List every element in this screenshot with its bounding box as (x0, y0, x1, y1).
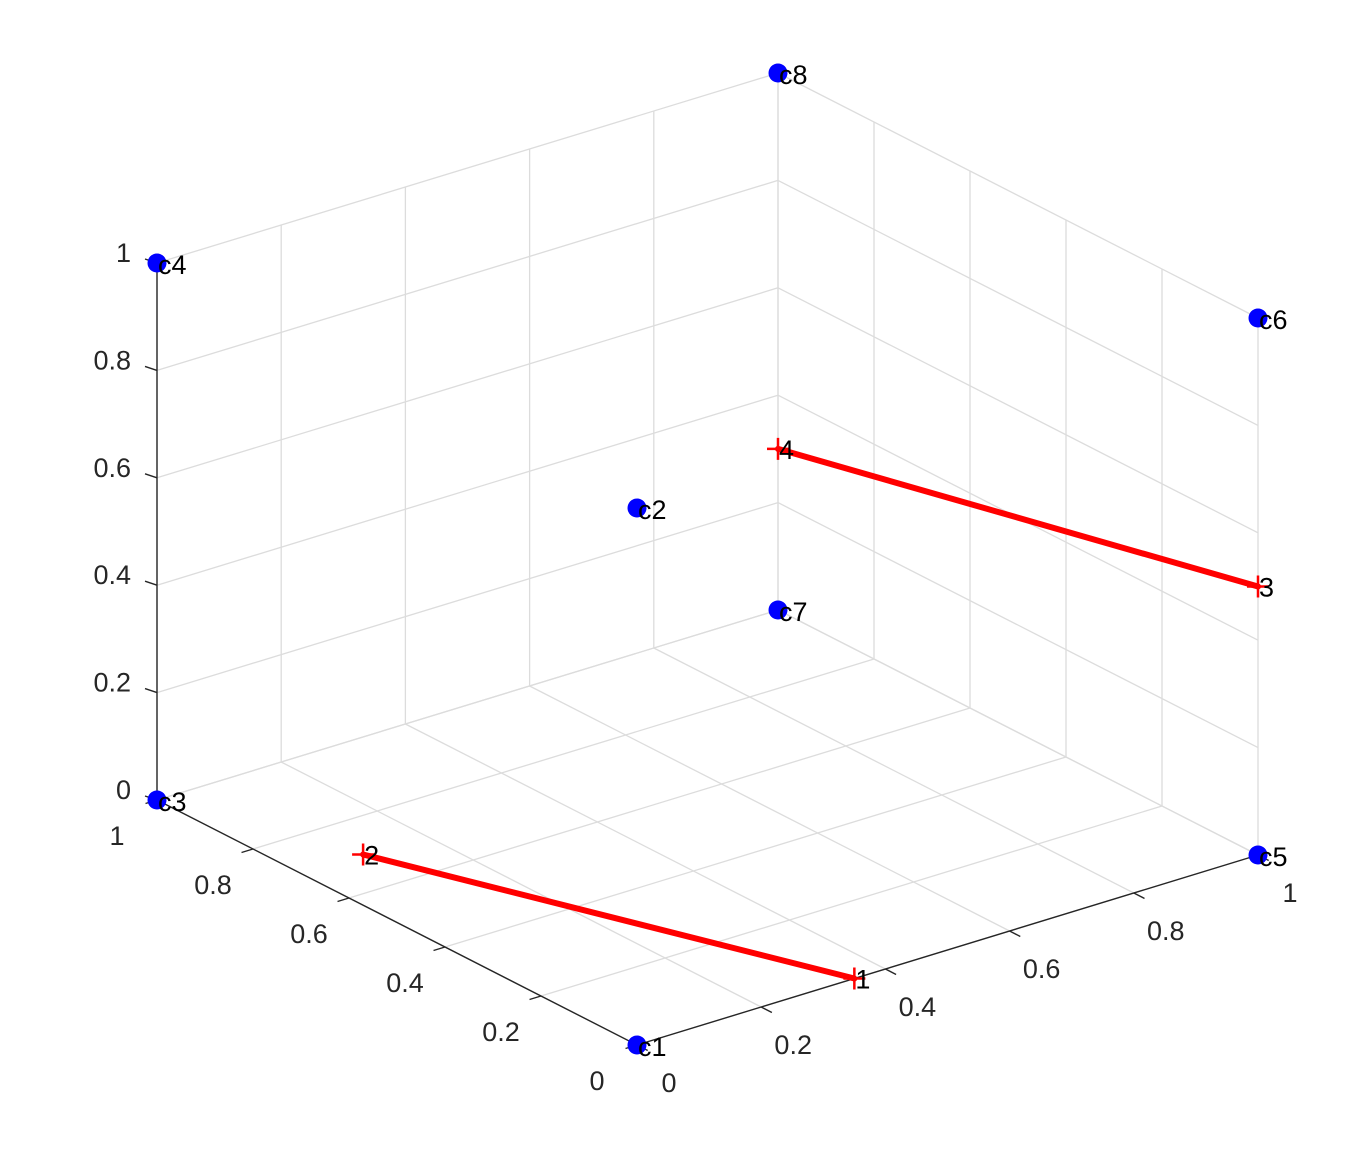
grid-line-wall-x-z (777, 502, 1259, 749)
corner-point (627, 1035, 647, 1055)
segment-line (775, 445, 1261, 590)
grid-line-wall-x-z (777, 287, 1259, 534)
segment-point-marker (352, 843, 375, 866)
segment-point-label: 4 (779, 435, 794, 465)
grid-lines (156, 72, 1259, 1046)
z-tick-label: 0.4 (93, 560, 131, 590)
x-tick-label: 0.4 (899, 992, 937, 1022)
grid-line-wall-x-z (777, 72, 1259, 319)
grid-line-floor-x (529, 685, 1010, 932)
y-tick-mark (337, 897, 350, 903)
x-tick-label: 0 (661, 1068, 676, 1098)
grid-line-wall-y-z (156, 179, 779, 372)
x-axis-line (636, 854, 1259, 1046)
z-tick-label: 0.6 (93, 453, 131, 483)
x-tick-mark (1009, 930, 1021, 938)
data-points: c1 c2 c3 c4 c5 c6 c7 c8 (147, 60, 1288, 1062)
grid-line-wall-y-z (156, 287, 779, 479)
segment-point-marker (1247, 575, 1269, 598)
grid-line-wall-y-z (156, 501, 779, 694)
segment-point-label: 2 (364, 841, 379, 871)
x-tick-mark (1133, 892, 1145, 900)
z-tick-mark (144, 365, 158, 372)
segment-line (360, 851, 858, 982)
y-tick-label: 0.4 (386, 968, 424, 998)
y-tick-mark (241, 848, 254, 854)
x-tick-label: 1 (1282, 878, 1297, 908)
x-tick-label: 0.6 (1023, 954, 1061, 984)
corner-point (147, 790, 167, 810)
z-tick-mark (144, 687, 158, 694)
segment-point-label: 3 (1259, 573, 1274, 603)
x-tick-mark (885, 968, 897, 976)
x-tick-label: 0.8 (1147, 916, 1185, 946)
y-tick-label: 0 (589, 1066, 604, 1096)
segment-point-label: 1 (855, 965, 870, 995)
y-tick-mark (433, 946, 446, 952)
grid-line-wall-y-z (156, 72, 779, 264)
y-tick-label: 1 (109, 821, 124, 851)
tick-labels: 0 0.2 0.4 0.6 0.8 1 0 0.2 0.4 0.6 0.8 1 0 0.2 0.4 0.6 0.… (93, 238, 1297, 1098)
grid-line-floor-x (280, 761, 762, 1008)
grid-line-wall-x-z (777, 179, 1259, 426)
corner-point (1248, 308, 1268, 328)
corner-label: c4 (158, 250, 187, 280)
grid-line-wall-y-z (156, 609, 779, 801)
axes (156, 263, 1259, 1046)
segment-point-marker (843, 967, 866, 990)
grid-line-wall-y-z (156, 394, 779, 586)
corner-label: c1 (638, 1032, 667, 1062)
z-tick-label: 0.2 (93, 668, 131, 698)
grid-line-floor-x (653, 647, 1135, 894)
y-tick-mark (529, 995, 542, 1001)
y-tick-label: 0.8 (194, 870, 232, 900)
grid-line-floor-y (540, 805, 1163, 997)
grid-line-floor-x (405, 723, 886, 970)
corner-label: c8 (779, 60, 808, 90)
corner-label: c7 (779, 597, 808, 627)
x-tick-label: 0.2 (774, 1030, 812, 1060)
corner-label: c5 (1259, 842, 1288, 872)
corner-label: c2 (638, 495, 667, 525)
y-tick-label: 0.2 (482, 1017, 520, 1047)
grid-line-floor-y (444, 756, 1067, 948)
z-tick-label: 0 (116, 775, 131, 805)
corner-point (147, 253, 167, 273)
grid-line-wall-x-z (777, 609, 1259, 856)
grid-line-floor-y (252, 658, 875, 850)
y-axis-line (156, 799, 638, 1046)
z-tick-mark (144, 473, 158, 479)
grid-line-floor-y (348, 707, 971, 899)
corner-point (627, 498, 647, 518)
z-tick-mark (144, 580, 158, 586)
z-tick-label: 1 (116, 238, 131, 268)
corner-label: c6 (1259, 305, 1288, 335)
red-segments: 1 2 3 4 (352, 435, 1274, 995)
x-tick-mark (760, 1006, 773, 1014)
corner-label: c3 (158, 787, 187, 817)
corner-point (1248, 845, 1268, 865)
z-tick-label: 0.8 (93, 345, 131, 375)
y-tick-label: 0.6 (290, 919, 328, 949)
segment-point-marker (767, 437, 789, 460)
corner-point (768, 63, 788, 83)
corner-point (768, 600, 788, 620)
